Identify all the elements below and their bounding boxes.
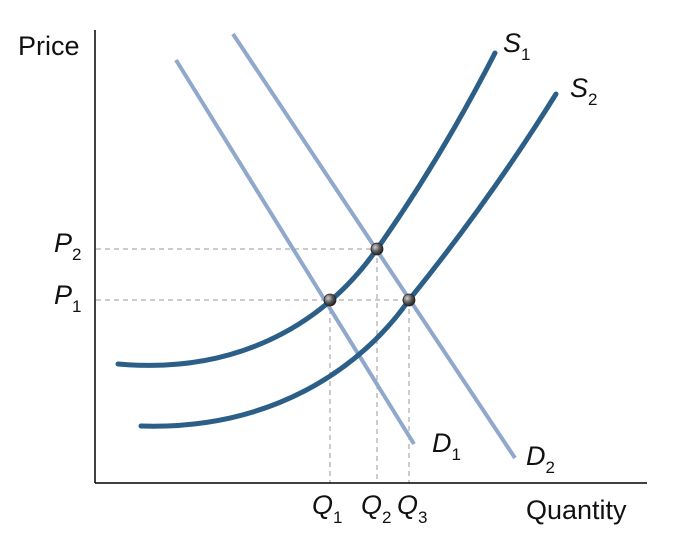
- quantity-label-q2: Q2: [361, 490, 391, 527]
- d1-label: D1: [432, 428, 461, 464]
- quantity-label-q1: Q1: [312, 490, 342, 527]
- equilibrium-point-p1-q3: [402, 293, 416, 307]
- d2-label: D2: [526, 441, 555, 477]
- price-label-p2: P2: [54, 228, 81, 264]
- supply-curve-s1: [115, 50, 498, 368]
- quantity-label-q3: Q3: [397, 490, 427, 527]
- axes: [94, 30, 647, 484]
- guide-lines: [96, 248, 410, 483]
- demand-curve-d1: [174, 58, 416, 446]
- s2-label: S2: [570, 73, 597, 109]
- x-axis-title: Quantity: [526, 495, 627, 525]
- supply-curve-s2: [138, 91, 559, 429]
- equilibrium-point-p1-q1: [323, 293, 337, 307]
- equilibrium-point-p2-q2: [370, 242, 384, 256]
- y-axis-title: Price: [18, 31, 80, 61]
- s1-label: S1: [503, 28, 530, 64]
- price-label-p1: P1: [54, 280, 81, 316]
